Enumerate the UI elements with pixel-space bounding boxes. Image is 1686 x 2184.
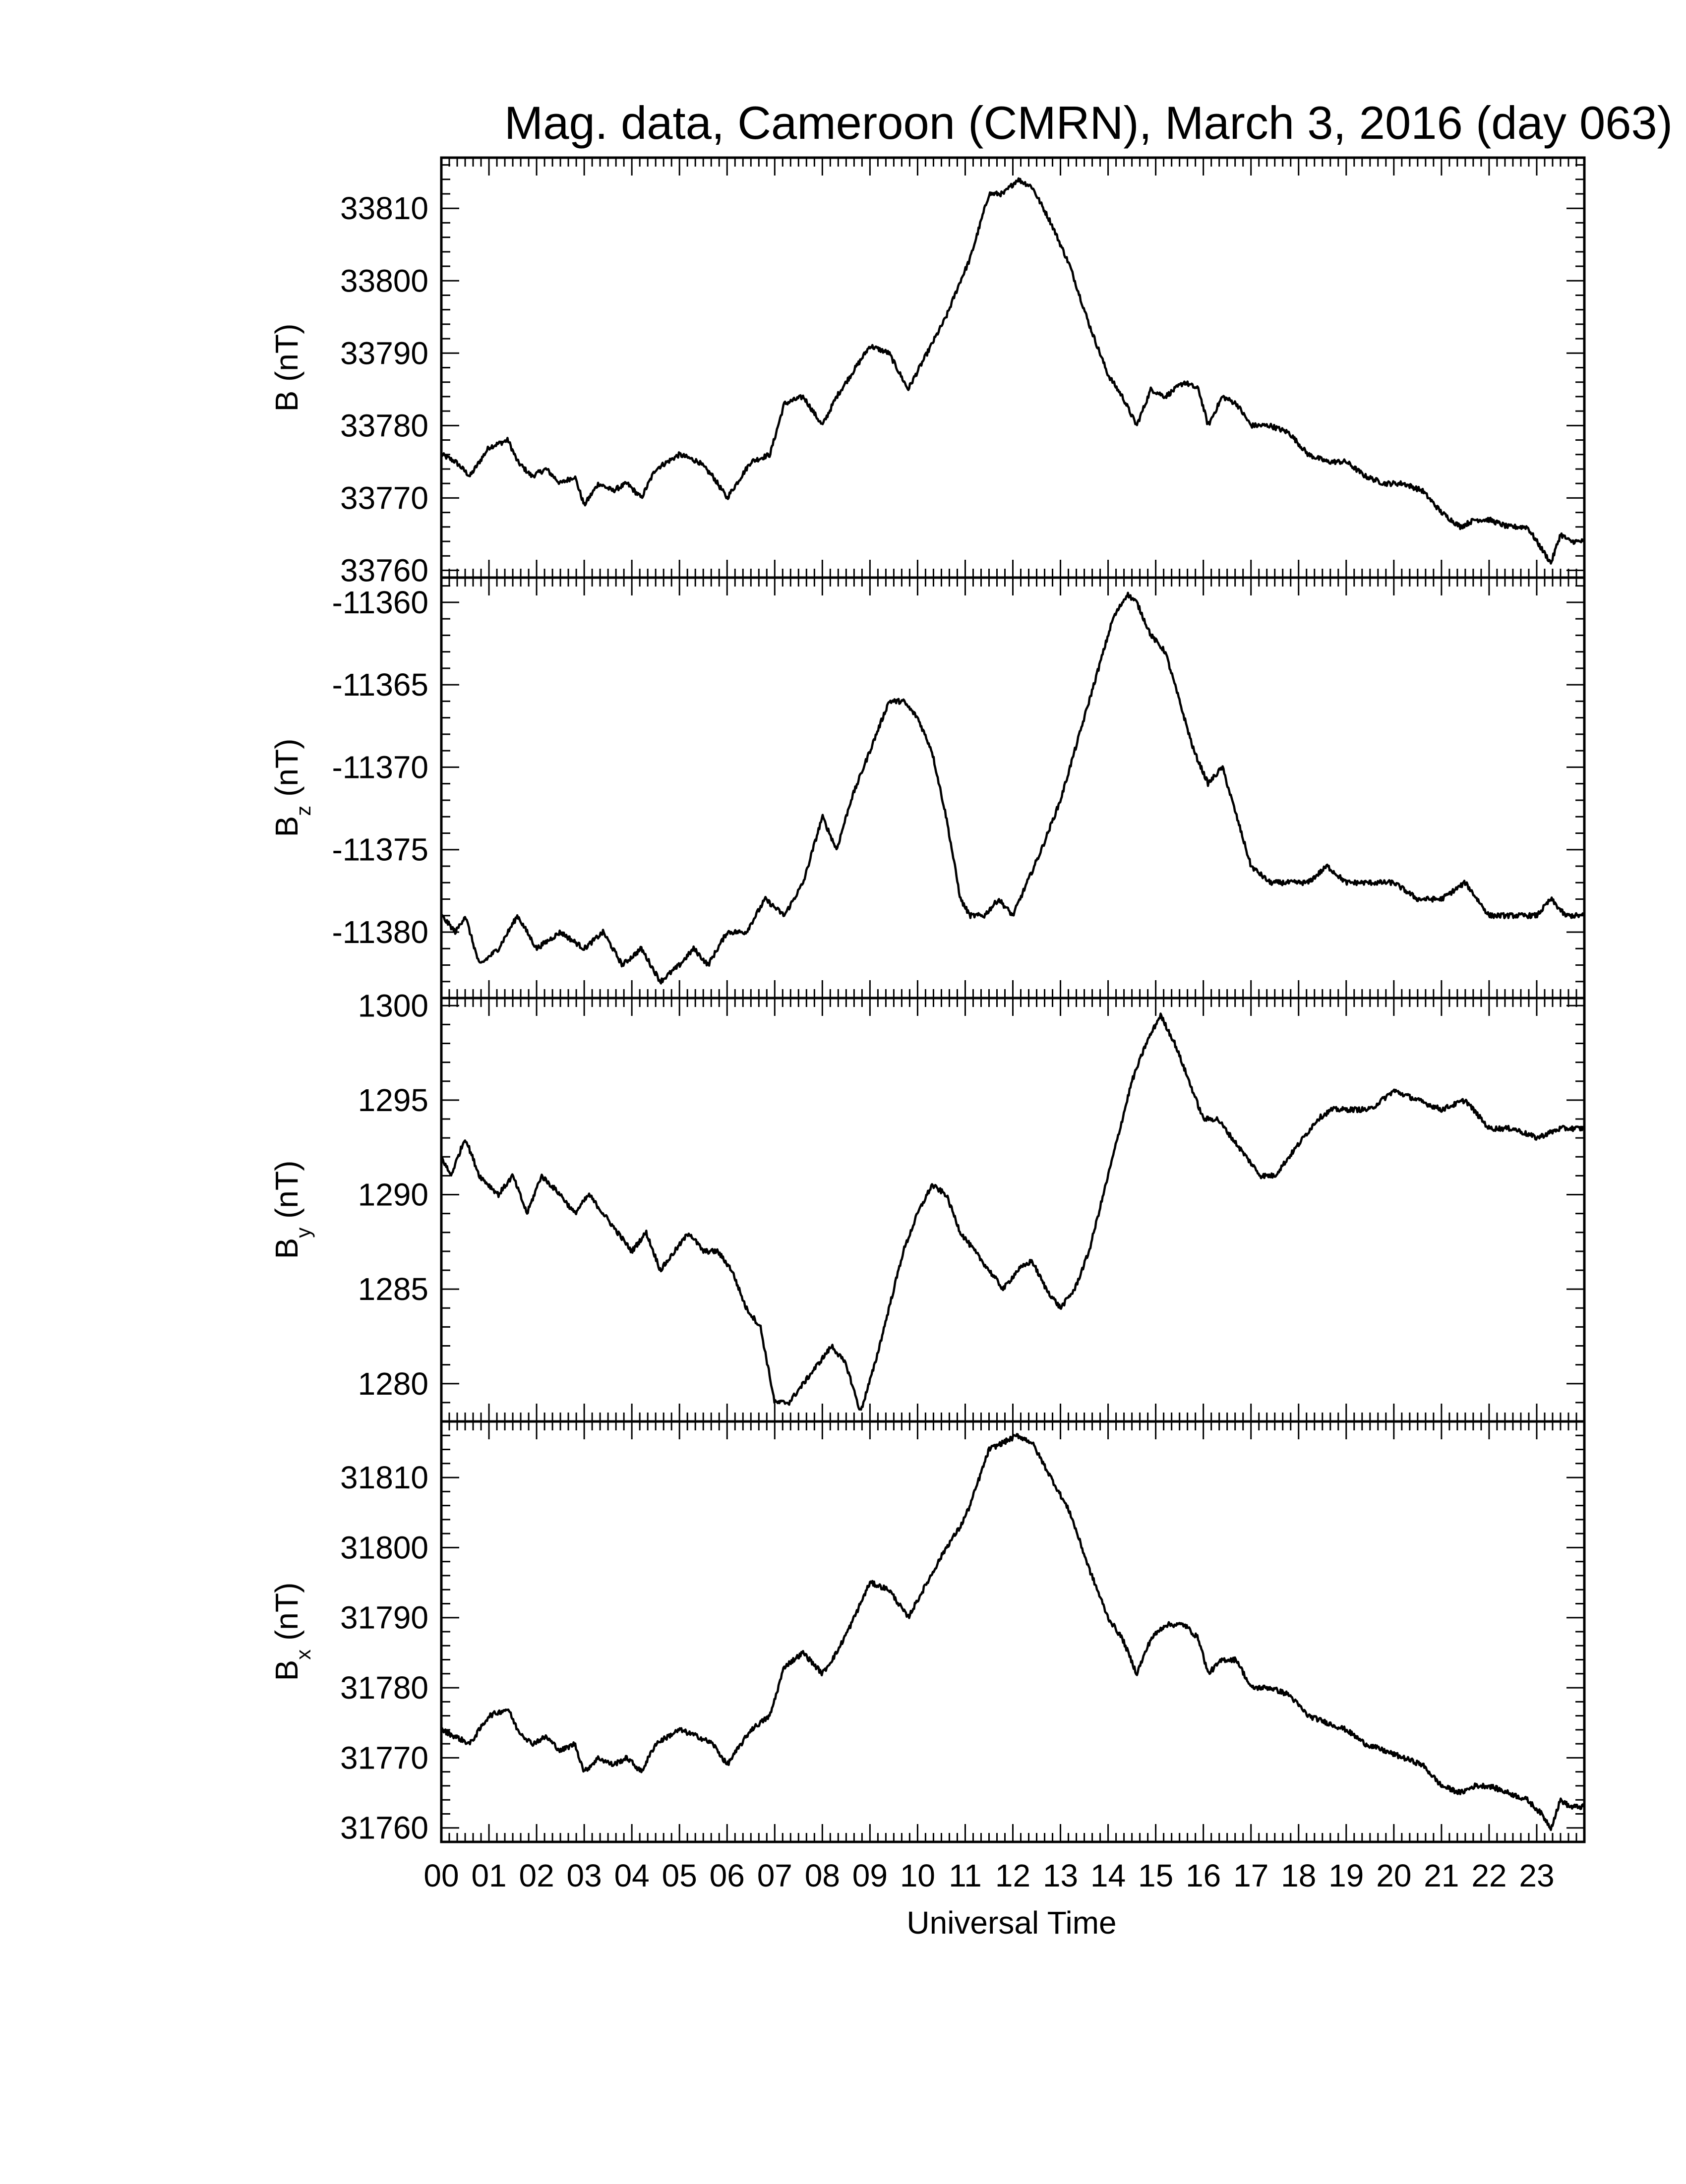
y-tick-label: 1300 xyxy=(358,988,428,1023)
y-tick-label: 1295 xyxy=(358,1082,428,1118)
y-tick-label: 31800 xyxy=(340,1530,428,1565)
panel-4: 31760 31770 31780 31790 31800 31810 Bx (nT) xyxy=(269,1420,1586,1846)
panel-frame xyxy=(440,997,1586,1423)
y-axis-label: Bx (nT) xyxy=(269,1583,315,1681)
y-tick-label: 31780 xyxy=(340,1670,428,1706)
x-tick-label: 13 xyxy=(1043,1858,1078,1893)
series-line xyxy=(440,177,1585,565)
x-tick-label: 08 xyxy=(805,1858,840,1893)
x-tick-label: 23 xyxy=(1519,1858,1554,1893)
y-axis-label-unit: (nT) xyxy=(269,324,304,391)
y-axis-label: By (nT) xyxy=(269,1161,315,1259)
y-axis-label-unit: (nT) xyxy=(269,1161,304,1228)
y-tick-label: 31810 xyxy=(340,1460,428,1495)
x-tick-label: 22 xyxy=(1471,1858,1506,1893)
y-tick-label: 33770 xyxy=(340,480,428,516)
x-tick-label: 02 xyxy=(519,1858,554,1893)
y-tick-label: 33760 xyxy=(340,552,428,588)
y-tick-label: 33800 xyxy=(340,263,428,298)
y-tick-label: -11370 xyxy=(332,749,428,785)
panel-3: 1280 1285 1290 1295 1300 By (nT) xyxy=(269,988,1586,1423)
panel-2: -11380 -11375 -11370 -11365 -11360 Bz (nT) xyxy=(269,576,1586,1000)
y-axis-label: Bz (nT) xyxy=(269,739,315,837)
x-tick-label: 03 xyxy=(567,1858,602,1893)
x-tick-label: 15 xyxy=(1138,1858,1173,1893)
y-tick-label: 1285 xyxy=(358,1271,428,1307)
y-tick-label: -11375 xyxy=(332,832,428,868)
y-tick-label: -11360 xyxy=(332,585,428,620)
y-tick-label: 31770 xyxy=(340,1740,428,1775)
y-axis-label-unit: (nT) xyxy=(269,1583,304,1650)
x-tick-label: 21 xyxy=(1424,1858,1459,1893)
x-tick-label: 10 xyxy=(900,1858,935,1893)
x-tick-label: 00 xyxy=(423,1858,459,1893)
x-tick-label: 12 xyxy=(995,1858,1030,1893)
x-tick-label: 05 xyxy=(662,1858,697,1893)
y-axis-label: B (nT) xyxy=(269,324,304,412)
y-axis-label-symbol: B xyxy=(269,1238,304,1259)
x-tick-label: 18 xyxy=(1281,1858,1316,1893)
x-tick-labels: 00 01 02 03 04 05 06 07 08 09 10 11 12 13 14 15 16 17 18 19… xyxy=(423,1858,1554,1893)
y-tick-label: -11380 xyxy=(332,914,428,950)
y-axis-label-subscript: x xyxy=(292,1650,315,1660)
y-tick-label: -11365 xyxy=(332,667,428,703)
y-axis-label-subscript: y xyxy=(292,1228,315,1238)
chart-title: Mag. data, Cameroon (CMRN), March 3, 201… xyxy=(504,97,1673,149)
x-tick-label: 17 xyxy=(1233,1858,1268,1893)
x-tick-label: 14 xyxy=(1090,1858,1126,1893)
y-axis-label-unit: (nT) xyxy=(269,739,304,806)
x-tick-label: 04 xyxy=(614,1858,650,1893)
y-axis-label-symbol: B xyxy=(269,1660,304,1681)
y-tick-label: 33790 xyxy=(340,335,428,371)
x-tick-label: 06 xyxy=(710,1858,745,1893)
x-tick-label: 11 xyxy=(949,1858,981,1893)
y-tick-label: 1280 xyxy=(358,1366,428,1402)
series-line xyxy=(440,591,1585,985)
panel-frame xyxy=(440,156,1586,579)
x-axis-label: Universal Time xyxy=(906,1905,1116,1941)
panel-1: 33760 33770 33780 33790 33800 33810 B (nT) xyxy=(269,156,1586,588)
series-line xyxy=(440,1433,1585,1831)
x-tick-label: 01 xyxy=(471,1858,506,1893)
y-tick-label: 33810 xyxy=(340,190,428,226)
y-axis-label-symbol: B xyxy=(269,816,304,837)
x-tick-label: 09 xyxy=(852,1858,888,1893)
x-tick-label: 19 xyxy=(1328,1858,1364,1893)
y-tick-label: 1290 xyxy=(358,1177,428,1213)
x-tick-label: 07 xyxy=(757,1858,792,1893)
x-tick-label: 16 xyxy=(1186,1858,1221,1893)
panel-frame xyxy=(440,1420,1586,1843)
y-tick-label: 33780 xyxy=(340,408,428,443)
panel-frame xyxy=(440,576,1586,1000)
x-tick-label: 20 xyxy=(1376,1858,1411,1893)
y-axis-label-symbol: B xyxy=(269,391,304,412)
series-line xyxy=(440,1012,1586,1411)
y-axis-label-subscript: z xyxy=(292,806,315,816)
y-tick-label: 31790 xyxy=(340,1600,428,1636)
y-tick-label: 31760 xyxy=(340,1810,428,1846)
